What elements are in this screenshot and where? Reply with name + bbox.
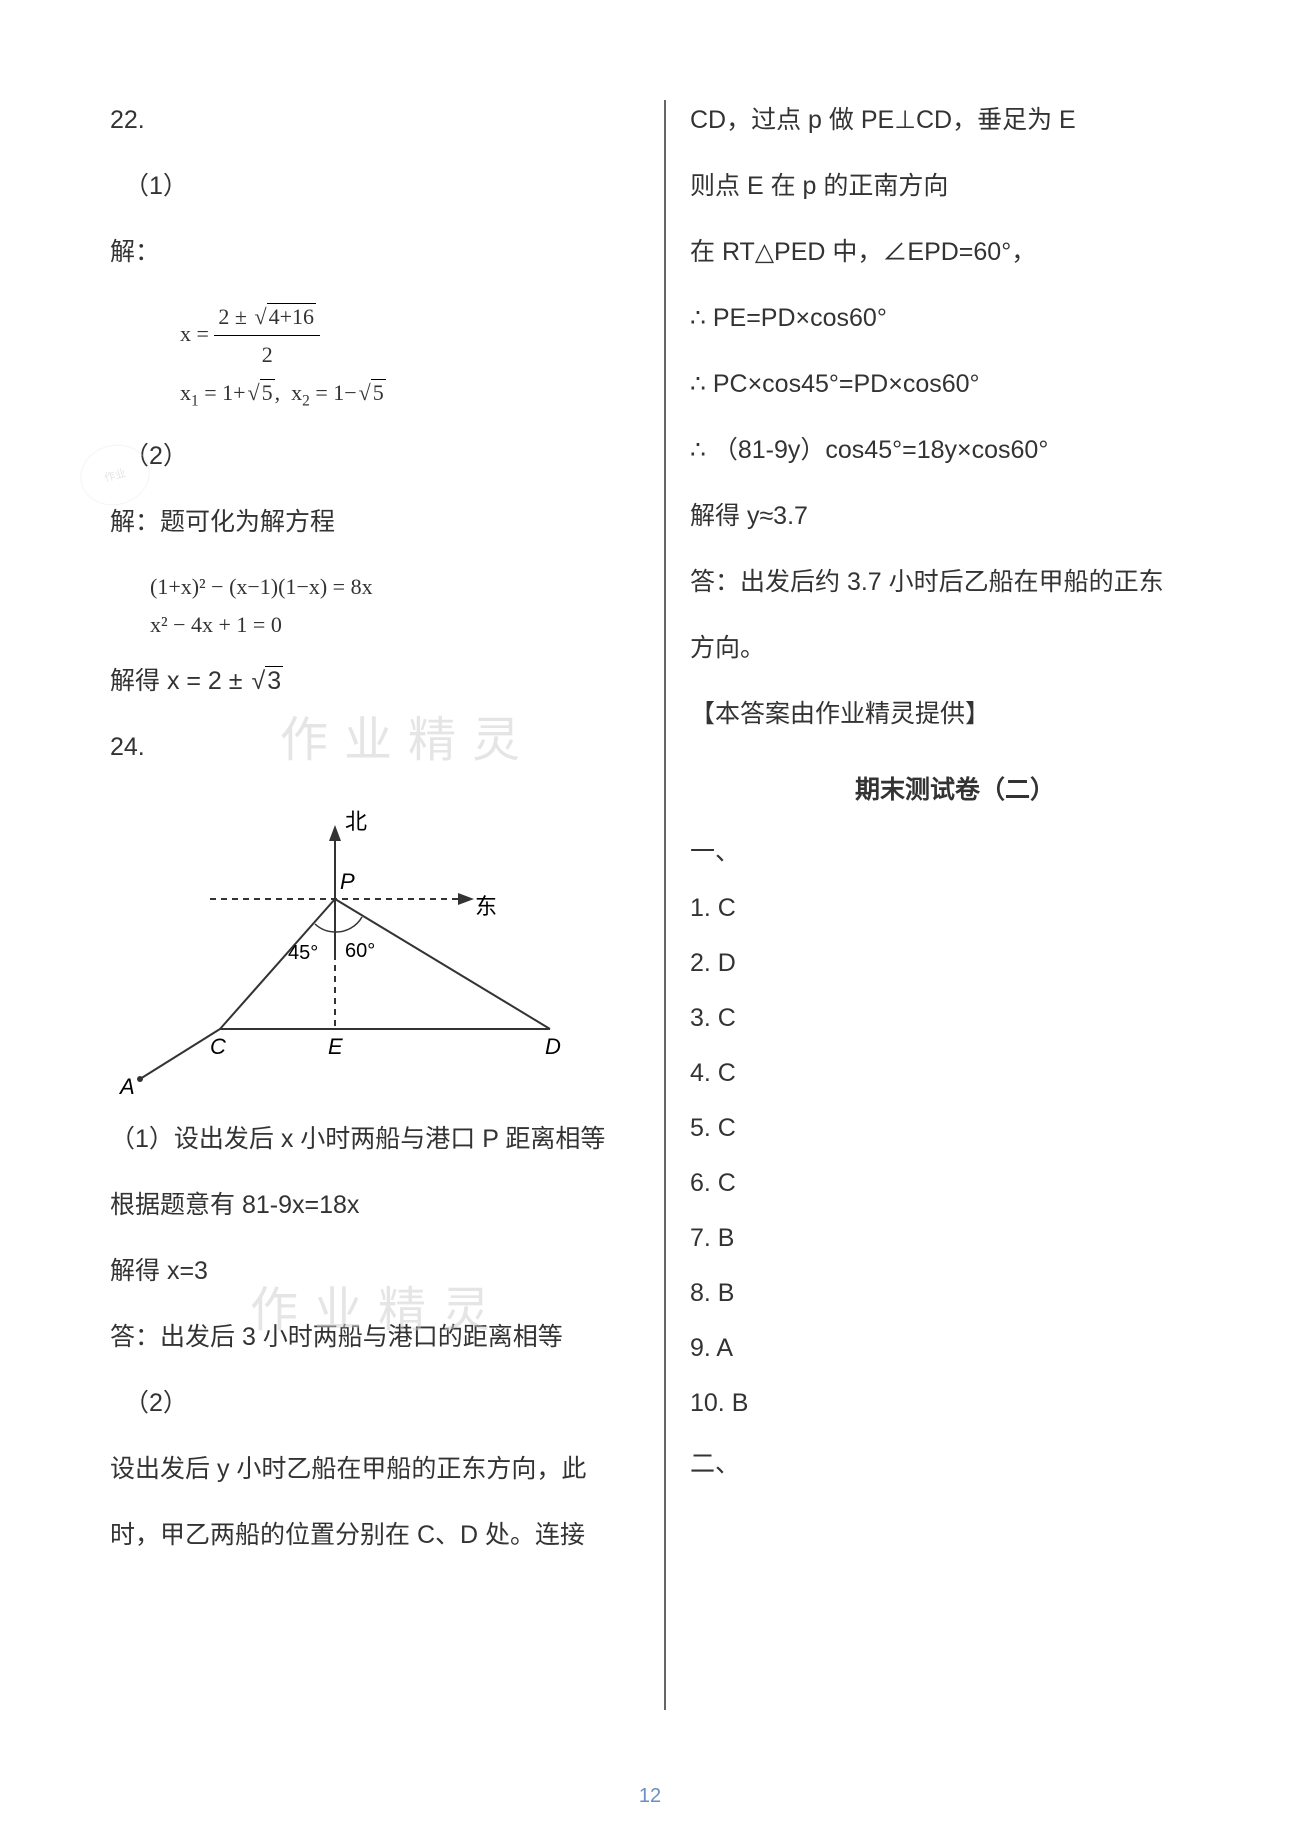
answer-row: 5. C	[690, 1114, 1220, 1143]
p24-line2: 根据题意有 81-9x=18x	[110, 1185, 640, 1225]
equation-1: x = 2 ± 4+16 2 x1 = 1+5, x2 = 1−5	[110, 298, 640, 414]
eq2-line2: x² − 4x + 1 = 0	[150, 606, 640, 643]
eq1-denominator: 2	[214, 336, 320, 373]
p24-line7: 时，甲乙两船的位置分别在 C、D 处。连接	[110, 1515, 640, 1555]
q22-heading: 22.	[110, 100, 640, 140]
eq2-line1: (1+x)² − (x−1)(1−x) = 8x	[150, 568, 640, 605]
page-content: 22. （1） 解： x = 2 ± 4+16 2 x1 = 1+5, x2 =…	[0, 0, 1300, 1750]
geometry-diagram: 北 东 P A C E D 45° 60°	[110, 799, 580, 1099]
label-60: 60°	[345, 940, 375, 962]
answer-row: 2. D	[690, 949, 1220, 978]
eq1-numerator: 2 ± 4+16	[214, 298, 320, 336]
section-2-heading: 二、	[690, 1444, 1220, 1480]
q22-part1: （1）	[110, 166, 640, 206]
label-north: 北	[345, 809, 367, 834]
q22-part2: （2）	[110, 436, 640, 476]
label-E: E	[328, 1034, 343, 1059]
r-line4: ∴ PE=PD×cos60°	[690, 298, 1220, 338]
r-line5: ∴ PC×cos45°=PD×cos60°	[690, 364, 1220, 404]
eq1-roots: x1 = 1+5, x2 = 1−5	[180, 380, 386, 405]
left-column: 22. （1） 解： x = 2 ± 4+16 2 x1 = 1+5, x2 =…	[110, 100, 664, 1710]
section-1-heading: 一、	[690, 832, 1220, 868]
r-line6: ∴ （81-9y）cos45°=18y×cos60°	[690, 430, 1220, 470]
answer-row: 4. C	[690, 1059, 1220, 1088]
r-line3: 在 RT△PED 中，∠EPD=60°，	[690, 232, 1220, 272]
r-line8: 答：出发后约 3.7 小时后乙船在甲船的正东	[690, 562, 1220, 602]
p24-line3: 解得 x=3	[110, 1251, 640, 1291]
p24-line6: 设出发后 y 小时乙船在甲船的正东方向，此	[110, 1449, 640, 1489]
eq1-fraction: 2 ± 4+16 2	[214, 298, 320, 374]
eq1-lhs: x =	[180, 321, 209, 346]
label-D: D	[545, 1034, 561, 1059]
r-line9: 方向。	[690, 628, 1220, 668]
answer-row: 6. C	[690, 1169, 1220, 1198]
answer-row: 3. C	[690, 1004, 1220, 1033]
p24-line5: （2）	[110, 1383, 640, 1423]
r-line10: 【本答案由作业精灵提供】	[690, 694, 1220, 734]
q22-part2-solve: 解：题可化为解方程	[110, 502, 640, 542]
label-P: P	[340, 869, 355, 894]
p24-line4: 答：出发后 3 小时两船与港口的距离相等	[110, 1317, 640, 1357]
r-line2: 则点 E 在 p 的正南方向	[690, 166, 1220, 206]
label-east: 东	[475, 894, 497, 919]
section-title: 期末测试卷（二）	[690, 770, 1220, 806]
answer-row: 10. B	[690, 1389, 1220, 1418]
page-number: 12	[639, 1785, 661, 1808]
answer-row: 8. B	[690, 1279, 1220, 1308]
label-C: C	[210, 1034, 226, 1059]
right-column: CD，过点 p 做 PE⊥CD，垂足为 E 则点 E 在 p 的正南方向 在 R…	[666, 100, 1220, 1710]
label-45: 45°	[288, 942, 318, 964]
answer-row: 9. A	[690, 1334, 1220, 1363]
answer-row: 1. C	[690, 894, 1220, 923]
r-line1: CD，过点 p 做 PE⊥CD，垂足为 E	[690, 100, 1220, 140]
q22-solve-label: 解：	[110, 232, 640, 272]
q24-heading: 24.	[110, 727, 640, 767]
answer-row: 7. B	[690, 1224, 1220, 1253]
answer-list: 1. C 2. D 3. C 4. C 5. C 6. C 7. B 8. B 9. A 10. …	[690, 894, 1220, 1444]
eq2-result: 解得 x = 2 ± 3	[110, 661, 640, 701]
p24-line1: （1）设出发后 x 小时两船与港口 P 距离相等	[110, 1119, 640, 1159]
r-line7: 解得 y≈3.7	[690, 496, 1220, 536]
label-A: A	[118, 1074, 135, 1099]
equation-2: (1+x)² − (x−1)(1−x) = 8x x² − 4x + 1 = 0	[110, 568, 640, 643]
